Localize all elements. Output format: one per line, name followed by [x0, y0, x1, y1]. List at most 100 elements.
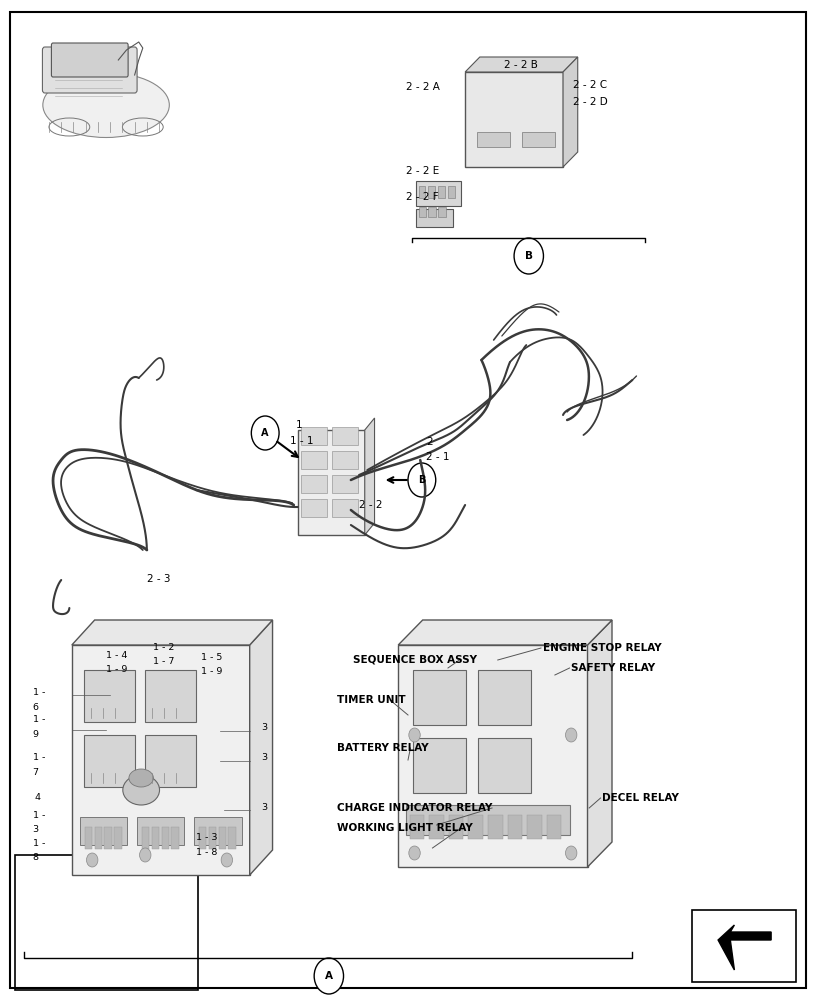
Text: 1 - 4: 1 - 4 [106, 651, 127, 660]
Text: A: A [261, 428, 269, 438]
Bar [508, 815, 522, 839]
Bar [301, 451, 327, 469]
Text: TIMER UNIT: TIMER UNIT [337, 695, 406, 705]
Text: 2 - 2 A: 2 - 2 A [406, 82, 440, 92]
Text: 7: 7 [33, 768, 38, 777]
Text: B: B [525, 251, 533, 261]
Bar [477, 132, 510, 147]
Text: 3: 3 [261, 753, 268, 762]
Polygon shape [588, 620, 612, 867]
Bar [142, 827, 149, 849]
Bar [209, 827, 216, 849]
Circle shape [140, 848, 151, 862]
Text: 1 - 3: 1 - 3 [196, 833, 217, 842]
Text: SEQUENCE BOX ASSY: SEQUENCE BOX ASSY [353, 655, 477, 665]
Text: 2 - 3: 2 - 3 [147, 574, 171, 584]
Bar [438, 186, 445, 198]
Bar [413, 670, 466, 725]
Bar [104, 827, 112, 849]
Bar [478, 670, 531, 725]
Bar [419, 207, 426, 217]
FancyBboxPatch shape [51, 43, 128, 77]
Polygon shape [398, 620, 612, 645]
Bar [547, 815, 561, 839]
Circle shape [251, 416, 279, 450]
Bar [428, 186, 435, 198]
Text: 2 - 2 E: 2 - 2 E [406, 166, 439, 176]
Text: BATTERY RELAY: BATTERY RELAY [337, 743, 428, 753]
Bar [114, 827, 122, 849]
Circle shape [86, 853, 98, 867]
Circle shape [408, 463, 436, 497]
Text: 8: 8 [33, 853, 38, 862]
Text: SAFETY RELAY: SAFETY RELAY [571, 663, 655, 673]
Bar [171, 827, 179, 849]
Bar [162, 827, 169, 849]
Text: 1 -: 1 - [33, 688, 45, 697]
Bar [194, 817, 242, 845]
Polygon shape [465, 57, 578, 72]
Bar [429, 815, 444, 839]
Text: 3: 3 [261, 803, 268, 812]
Bar [522, 132, 555, 147]
Text: 1 - 5: 1 - 5 [201, 653, 222, 662]
Bar [410, 815, 424, 839]
Bar [332, 427, 358, 445]
Bar [468, 815, 483, 839]
Bar [85, 827, 92, 849]
Polygon shape [563, 57, 578, 167]
Bar [413, 738, 466, 793]
Text: 2 - 2 D: 2 - 2 D [573, 97, 608, 107]
Text: 1 - 1: 1 - 1 [290, 436, 313, 446]
FancyBboxPatch shape [416, 181, 461, 206]
Text: 3: 3 [33, 825, 39, 834]
Text: WORKING LIGHT RELAY: WORKING LIGHT RELAY [337, 823, 472, 833]
Circle shape [409, 728, 420, 742]
Ellipse shape [122, 775, 159, 805]
Text: 6: 6 [33, 703, 38, 712]
Bar [145, 735, 196, 787]
Text: 2 - 2: 2 - 2 [359, 500, 383, 510]
Text: 1 - 7: 1 - 7 [153, 657, 175, 666]
Text: 1 - 9: 1 - 9 [106, 665, 127, 674]
Text: A: A [325, 971, 333, 981]
Bar [398, 645, 588, 867]
Bar [438, 207, 446, 217]
Text: B: B [418, 475, 426, 485]
Bar [448, 186, 455, 198]
Bar [449, 815, 463, 839]
Bar [301, 475, 327, 493]
FancyBboxPatch shape [465, 72, 563, 167]
Text: 3: 3 [261, 723, 268, 732]
Text: 1: 1 [295, 420, 302, 430]
Text: 9: 9 [33, 730, 38, 739]
Circle shape [221, 853, 233, 867]
Bar [527, 815, 542, 839]
Circle shape [409, 846, 420, 860]
Polygon shape [718, 925, 771, 970]
Bar [332, 475, 358, 493]
Text: 1 -: 1 - [33, 753, 45, 762]
Bar [84, 735, 135, 787]
Circle shape [565, 846, 577, 860]
Text: ENGINE STOP RELAY: ENGINE STOP RELAY [543, 643, 661, 653]
Ellipse shape [129, 769, 153, 787]
Text: 1 -: 1 - [33, 715, 45, 724]
Bar [145, 670, 196, 722]
Text: 2: 2 [426, 437, 432, 447]
Bar [137, 817, 184, 845]
Circle shape [565, 728, 577, 742]
Bar [406, 805, 570, 835]
Bar [298, 430, 365, 535]
Polygon shape [72, 620, 273, 645]
Bar [228, 827, 236, 849]
Bar [692, 910, 796, 982]
Bar [488, 815, 503, 839]
Bar [199, 827, 206, 849]
Text: 1 -: 1 - [33, 839, 45, 848]
FancyBboxPatch shape [42, 47, 137, 93]
FancyBboxPatch shape [416, 209, 453, 227]
Text: 4: 4 [34, 793, 40, 802]
Bar [419, 186, 425, 198]
Bar [428, 207, 436, 217]
